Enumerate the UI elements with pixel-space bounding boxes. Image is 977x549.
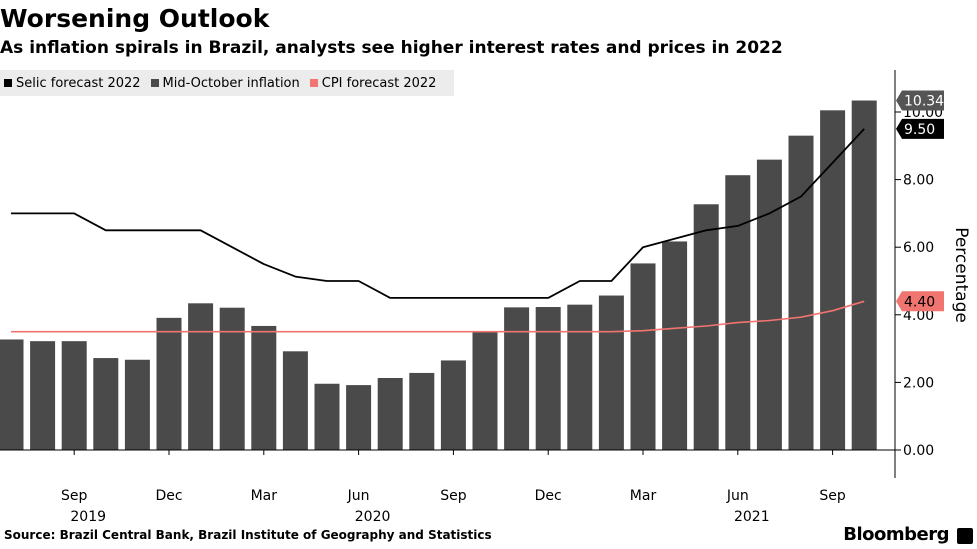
bar-inflation <box>219 307 245 450</box>
bar-inflation <box>788 135 814 450</box>
bar-inflation <box>820 110 846 450</box>
bar-inflation <box>725 175 751 450</box>
y-tick-label: 4.00 <box>903 308 934 324</box>
line-cpi <box>11 300 865 333</box>
bar-inflation <box>282 351 308 450</box>
bar-inflation <box>124 359 150 450</box>
bar-inflation <box>504 307 530 450</box>
bar-inflation <box>30 341 56 450</box>
bar-inflation <box>630 263 656 450</box>
bar-inflation <box>598 295 624 450</box>
end-label-selic: 9.50 <box>896 118 944 139</box>
source-note: Source: Brazil Central Bank, Brazil Inst… <box>4 528 492 542</box>
end-label-cpi-tag <box>896 291 944 312</box>
legend-item-cpi: CPI forecast 2022 <box>309 75 437 91</box>
bar-inflation <box>346 385 372 450</box>
legend-item-selic: Selic forecast 2022 <box>4 76 141 91</box>
end-label-selic-text: 9.50 <box>904 122 935 138</box>
bar-inflation <box>440 360 466 450</box>
bar-inflation <box>188 303 214 450</box>
x-tick-label-year: 2021 <box>734 509 770 525</box>
end-label-inflation: 10.34 <box>896 90 944 111</box>
bar-inflation <box>756 159 782 450</box>
legend-item-inflation: Mid-October inflation <box>150 75 300 91</box>
brand-icon <box>957 528 973 544</box>
chart-title: Worsening Outlook <box>0 4 270 33</box>
end-label-cpi: 4.40 <box>896 291 944 312</box>
x-tick-label-year: 2020 <box>355 509 391 525</box>
x-tick-label-month: Mar <box>630 488 657 504</box>
bar-inflation <box>851 100 877 451</box>
x-tick-label-month: Sep <box>440 488 467 504</box>
end-label-inflation-tag <box>896 90 944 111</box>
end-label-inflation-text: 10.34 <box>904 94 944 110</box>
legend-swatch-cpi <box>309 79 318 87</box>
y-tick-label: 0.00 <box>903 443 934 459</box>
x-tick-label-month: Jun <box>726 488 749 504</box>
x-tick-label-month: Sep <box>61 488 88 504</box>
bar-inflation <box>409 372 435 450</box>
legend: Selic forecast 2022 Mid-October inflatio… <box>0 70 455 96</box>
end-label-selic-tag <box>896 118 944 139</box>
x-tick-label-month: Dec <box>535 488 562 504</box>
bar-inflation <box>93 358 119 450</box>
legend-swatch-inflation <box>150 79 159 87</box>
brand-logo-text: Bloomberg <box>843 524 949 545</box>
chart-subtitle: As inflation spirals in Brazil, analysts… <box>0 38 783 58</box>
x-tick-label-month: Jun <box>347 488 370 504</box>
line-selic <box>11 128 865 299</box>
y-tick-label: 8.00 <box>903 173 934 189</box>
bar-inflation <box>662 241 688 450</box>
x-tick-label-month: Dec <box>155 488 182 504</box>
legend-label-inflation: Mid-October inflation <box>162 75 300 91</box>
bar-inflation <box>156 317 182 450</box>
x-tick-label-month: Sep <box>819 488 846 504</box>
x-tick-label-month: Mar <box>251 488 278 504</box>
bar-inflation <box>472 331 498 450</box>
legend-label-cpi: CPI forecast 2022 <box>321 75 437 91</box>
legend-label-selic: Selic forecast 2022 <box>16 75 141 91</box>
bar-inflation <box>0 339 24 450</box>
bar-inflation <box>251 325 277 450</box>
legend-swatch-selic <box>4 79 12 87</box>
x-tick-label-year: 2019 <box>70 509 106 525</box>
bar-inflation <box>535 307 561 450</box>
bar-inflation <box>61 341 87 450</box>
bar-inflation <box>314 383 340 450</box>
end-label-cpi-text: 4.40 <box>904 294 935 310</box>
y-axis-label: Percentage <box>951 227 971 323</box>
bar-inflation <box>567 304 593 450</box>
bar-inflation <box>377 378 403 450</box>
y-tick-label: 6.00 <box>903 240 934 256</box>
y-tick-label: 2.00 <box>903 375 934 391</box>
